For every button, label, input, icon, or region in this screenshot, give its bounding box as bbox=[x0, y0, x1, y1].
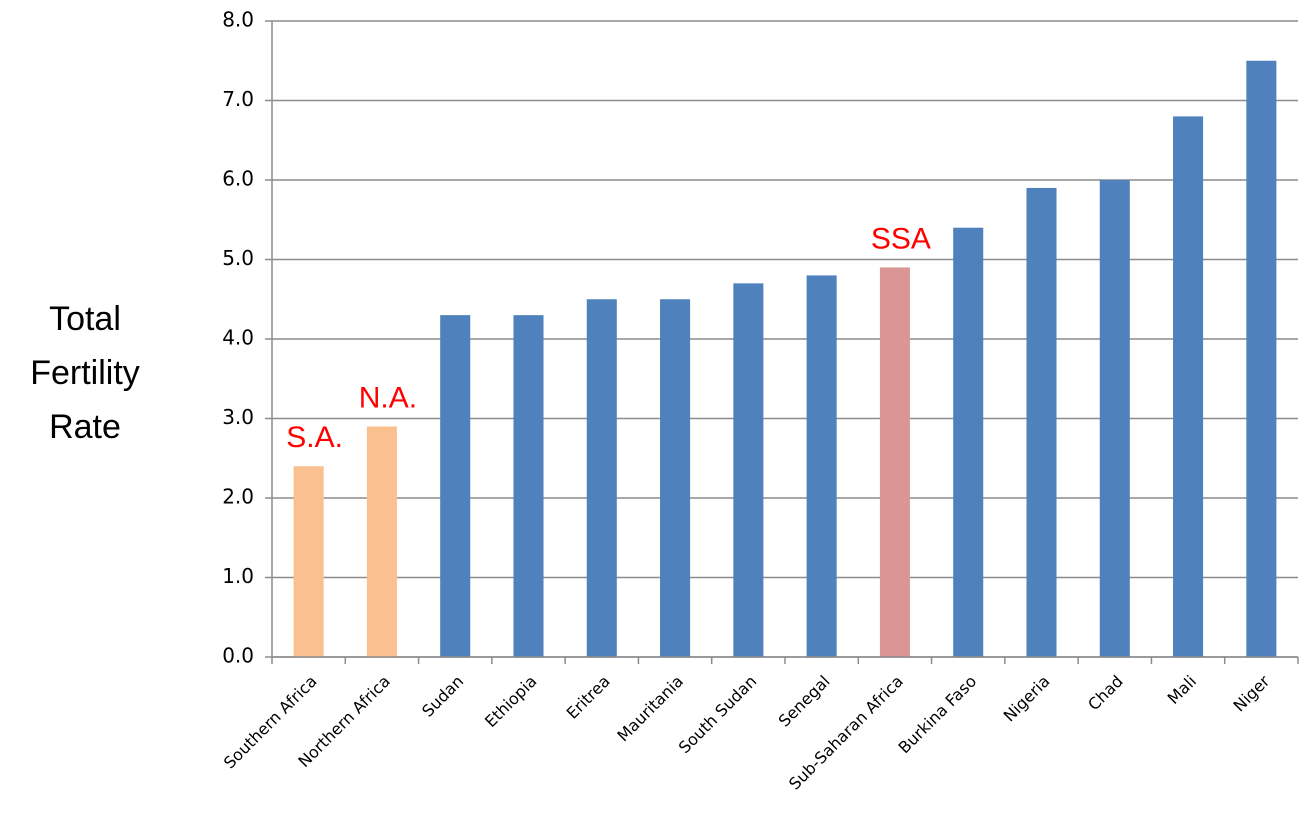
y-tick-label: 0.0 bbox=[222, 644, 254, 668]
y-tick-label: 7.0 bbox=[222, 87, 254, 111]
bar bbox=[513, 315, 544, 657]
y-tick-label: 4.0 bbox=[222, 326, 254, 350]
y-tick-label: 8.0 bbox=[222, 8, 254, 32]
x-tick-label: Niger bbox=[1230, 671, 1274, 715]
x-tick-label: Senegal bbox=[775, 672, 834, 731]
bar bbox=[1246, 60, 1277, 657]
y-tick-label: 5.0 bbox=[222, 246, 254, 270]
bar bbox=[660, 299, 691, 657]
bar bbox=[366, 426, 397, 657]
x-tick-label: Mali bbox=[1164, 672, 1200, 708]
y-tick-label: 3.0 bbox=[222, 405, 254, 429]
y-tick-label: 2.0 bbox=[222, 485, 254, 509]
bar bbox=[1099, 180, 1130, 657]
y-axis-label: Total Fertility Rate bbox=[30, 300, 140, 446]
bar bbox=[586, 299, 617, 657]
x-tick-label: Nigeria bbox=[1000, 672, 1054, 726]
x-tick-label: Mauritania bbox=[613, 672, 687, 746]
y-tick-label: 1.0 bbox=[222, 564, 254, 588]
bar bbox=[879, 267, 910, 657]
bar-annotation: N.A. bbox=[359, 381, 417, 414]
x-tick-label: Ethiopia bbox=[481, 672, 541, 732]
x-tick-label: Chad bbox=[1084, 672, 1127, 715]
x-tick-label: Sudan bbox=[418, 672, 467, 721]
x-tick-label: South Sudan bbox=[675, 672, 761, 758]
bar bbox=[1026, 187, 1057, 657]
bar bbox=[440, 315, 471, 657]
bar-annotation: SSA bbox=[871, 222, 931, 255]
bar bbox=[293, 466, 324, 657]
bar bbox=[953, 227, 984, 657]
y-tick-label: 6.0 bbox=[222, 167, 254, 191]
bar bbox=[806, 275, 837, 657]
bar-annotation: S.A. bbox=[286, 421, 343, 454]
bar bbox=[1173, 116, 1204, 657]
bar bbox=[733, 283, 764, 657]
x-tick-label: Burkina Faso bbox=[895, 672, 981, 758]
x-tick-label: Eritrea bbox=[563, 672, 614, 723]
